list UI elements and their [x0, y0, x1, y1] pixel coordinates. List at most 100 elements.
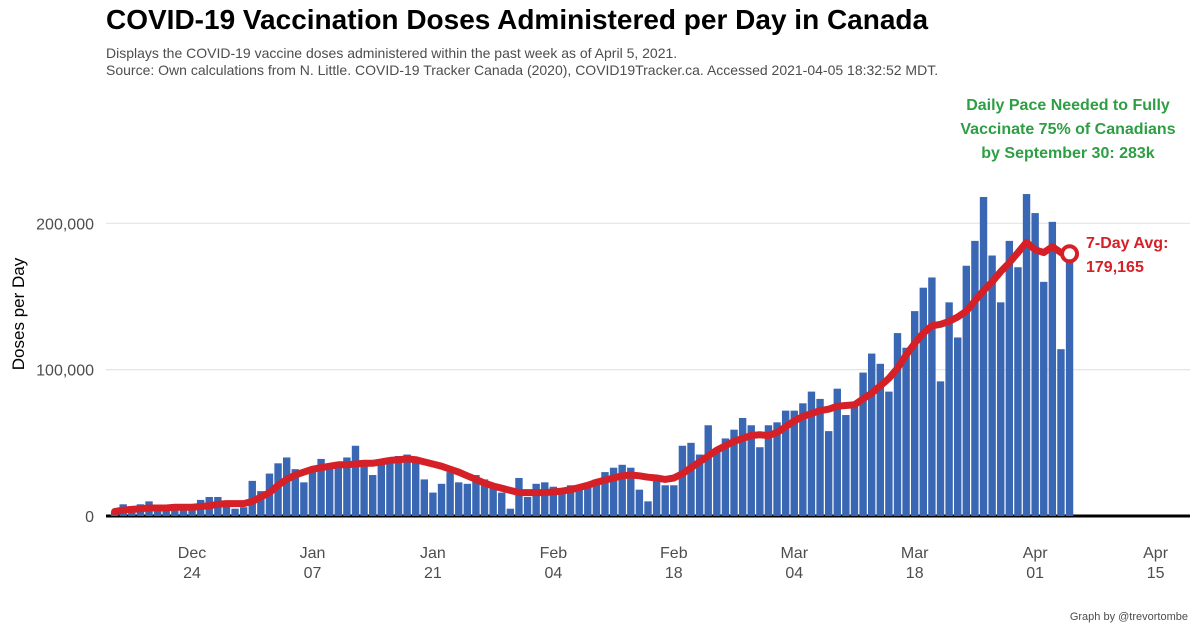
bar [635, 489, 644, 516]
bar [188, 508, 196, 516]
bar [325, 467, 334, 516]
bar [446, 472, 454, 516]
bar [549, 486, 558, 516]
seven-day-average-line [111, 238, 1080, 516]
x-tick-day: 21 [424, 565, 442, 582]
bar [386, 457, 394, 516]
bar [747, 425, 755, 516]
bar [558, 494, 566, 516]
bar [971, 240, 979, 516]
bar [162, 510, 170, 516]
bar [850, 406, 859, 516]
bar [1048, 221, 1057, 517]
bar [773, 422, 781, 516]
bar [997, 302, 1005, 516]
seven-day-avg-value: 179,165 [1086, 259, 1144, 276]
bar [437, 483, 446, 516]
bar [455, 482, 463, 516]
seven-day-avg-label: 7-Day Avg: [1086, 235, 1169, 252]
chart-subtitle-line-2: Source: Own calculations from N. Little.… [106, 62, 939, 78]
bar [609, 467, 618, 516]
bar [394, 456, 403, 516]
bar [627, 467, 635, 516]
bar [343, 457, 351, 516]
x-tick-day: 18 [906, 565, 924, 582]
bar [859, 372, 867, 516]
x-tick-month: Dec [178, 545, 206, 562]
bar [532, 483, 540, 516]
bar [1031, 213, 1039, 516]
bar [291, 469, 299, 516]
bar [936, 381, 945, 516]
bar [334, 464, 342, 516]
chart-title: COVID-19 Vaccination Doses Administered … [106, 4, 929, 35]
bar [360, 466, 368, 516]
avg-line-path [111, 238, 1074, 516]
bar [351, 445, 360, 516]
bar [954, 337, 962, 516]
x-tick-month: Feb [540, 545, 568, 562]
x-tick-day: 24 [183, 565, 201, 582]
bar [824, 431, 833, 516]
bar [498, 492, 506, 516]
bar [928, 277, 936, 516]
bar [257, 491, 265, 516]
bar [171, 508, 179, 516]
y-tick-label: 0 [85, 509, 94, 526]
seven-day-avg-annotation: 7-Day Avg: 179,165 [1086, 232, 1168, 280]
x-tick-month: Jan [420, 545, 446, 562]
bar [575, 485, 583, 516]
x-tick-day: 07 [304, 565, 322, 582]
bar [790, 410, 798, 516]
bar [429, 492, 437, 516]
bar [506, 508, 515, 516]
bar [730, 429, 738, 516]
x-tick-month: Mar [780, 545, 808, 562]
x-tick-month: Jan [300, 545, 326, 562]
bar [833, 388, 841, 516]
bar [695, 454, 704, 516]
bar [403, 454, 411, 516]
bar [420, 479, 429, 516]
bar [687, 442, 695, 516]
bar [721, 438, 730, 516]
bar [1022, 194, 1031, 517]
bar [979, 196, 988, 516]
bar [764, 425, 773, 516]
x-tick-day: 18 [665, 565, 683, 582]
pace-needed-annotation: Daily Pace Needed to Fully Vaccinate 75%… [960, 97, 1176, 162]
bar [713, 450, 721, 516]
bar [756, 447, 764, 516]
chart-subtitle-line-1: Displays the COVID-19 vaccine doses admi… [106, 45, 678, 61]
bar [231, 508, 239, 516]
bar [1005, 240, 1014, 516]
x-tick-month: Mar [901, 545, 929, 562]
bar [816, 398, 824, 516]
bar [962, 265, 971, 516]
bar [308, 467, 317, 516]
bar [618, 464, 626, 516]
bar [1014, 267, 1022, 516]
bar [781, 410, 790, 516]
bar [601, 472, 609, 516]
bar [945, 302, 953, 516]
bar [919, 287, 928, 516]
bar [300, 482, 308, 516]
bar [523, 496, 532, 516]
x-tick-month: Apr [1143, 545, 1169, 562]
bar [480, 479, 489, 516]
x-tick-month: Apr [1023, 545, 1049, 562]
avg-end-marker [1060, 244, 1080, 264]
bar [541, 482, 549, 516]
axis-ticks: 0 100,000 200,000 Dec 24 Jan 07 Jan 21 Feb 04 Feb 18… [36, 216, 1169, 582]
bar [885, 391, 893, 516]
x-tick-day: 01 [1026, 565, 1044, 582]
bar [566, 485, 575, 516]
x-tick-day: 15 [1147, 565, 1165, 582]
bar [902, 347, 910, 516]
y-tick-label: 200,000 [36, 216, 94, 233]
x-tick-day: 04 [544, 565, 562, 582]
bar [704, 425, 712, 516]
bar [412, 460, 420, 516]
